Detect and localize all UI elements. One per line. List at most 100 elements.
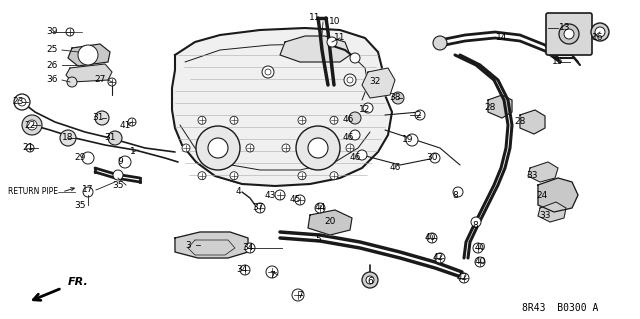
Text: 30: 30: [426, 153, 438, 162]
Circle shape: [83, 187, 93, 197]
Text: 40: 40: [474, 257, 486, 266]
Circle shape: [415, 110, 425, 120]
Text: 16: 16: [592, 33, 604, 42]
Circle shape: [350, 130, 360, 140]
Circle shape: [330, 116, 338, 124]
Text: 40: 40: [424, 234, 436, 242]
Circle shape: [255, 203, 265, 213]
Polygon shape: [308, 210, 352, 235]
Text: 27: 27: [94, 76, 106, 85]
Text: 7: 7: [297, 291, 303, 300]
Circle shape: [344, 74, 356, 86]
Text: 34: 34: [243, 243, 253, 253]
Text: 5: 5: [315, 235, 321, 244]
Text: 9: 9: [117, 158, 123, 167]
Text: 19: 19: [403, 136, 413, 145]
Circle shape: [262, 66, 274, 78]
Circle shape: [330, 172, 338, 180]
Circle shape: [182, 144, 190, 152]
Text: 43: 43: [264, 190, 276, 199]
Text: 44: 44: [314, 204, 326, 212]
Circle shape: [362, 272, 378, 288]
Circle shape: [315, 203, 325, 213]
Circle shape: [347, 77, 353, 83]
Text: 11: 11: [334, 33, 346, 42]
Text: 1: 1: [130, 147, 136, 157]
Text: 6: 6: [367, 278, 373, 286]
Text: 41: 41: [119, 121, 131, 130]
Text: 37: 37: [252, 204, 264, 212]
Circle shape: [346, 144, 354, 152]
Circle shape: [564, 29, 574, 39]
Circle shape: [433, 36, 447, 50]
Text: 28: 28: [515, 117, 525, 127]
Circle shape: [459, 273, 469, 283]
Polygon shape: [66, 64, 112, 82]
Circle shape: [282, 144, 290, 152]
Circle shape: [266, 266, 278, 278]
Text: 23: 23: [12, 98, 24, 107]
Text: 29: 29: [74, 153, 86, 162]
Circle shape: [208, 138, 228, 158]
Circle shape: [119, 156, 131, 168]
Circle shape: [453, 187, 463, 197]
Circle shape: [473, 243, 483, 253]
Text: 25: 25: [46, 46, 58, 55]
Circle shape: [296, 126, 340, 170]
Text: 39: 39: [46, 27, 58, 36]
Text: 31: 31: [92, 114, 104, 122]
Text: 4: 4: [235, 188, 241, 197]
Text: 35: 35: [74, 201, 86, 210]
Circle shape: [265, 69, 271, 75]
Text: 46: 46: [342, 133, 354, 143]
Text: 24: 24: [536, 190, 548, 199]
Circle shape: [471, 217, 481, 227]
Polygon shape: [488, 95, 512, 118]
Circle shape: [295, 195, 305, 205]
Circle shape: [27, 120, 37, 130]
Circle shape: [198, 172, 206, 180]
Text: 46: 46: [389, 164, 401, 173]
Circle shape: [275, 190, 285, 200]
Circle shape: [14, 94, 30, 110]
Circle shape: [308, 138, 328, 158]
Text: 8: 8: [472, 220, 478, 229]
Circle shape: [128, 118, 136, 126]
Polygon shape: [362, 68, 395, 98]
Polygon shape: [520, 110, 545, 134]
Circle shape: [60, 130, 76, 146]
Circle shape: [349, 112, 361, 124]
Text: FR.: FR.: [68, 277, 89, 287]
Circle shape: [366, 276, 374, 284]
Circle shape: [392, 92, 404, 104]
Text: 18: 18: [62, 133, 74, 143]
Circle shape: [22, 115, 42, 135]
Polygon shape: [280, 36, 350, 62]
Circle shape: [298, 116, 306, 124]
Text: 10: 10: [329, 18, 340, 26]
Circle shape: [591, 23, 609, 41]
Circle shape: [427, 233, 437, 243]
Text: 33: 33: [540, 211, 551, 219]
Circle shape: [245, 243, 255, 253]
Circle shape: [113, 170, 123, 180]
Circle shape: [595, 27, 605, 37]
Polygon shape: [68, 44, 110, 66]
Text: 12: 12: [359, 106, 371, 115]
Text: 46: 46: [342, 115, 354, 124]
Circle shape: [475, 257, 485, 267]
Text: 20: 20: [324, 218, 336, 226]
Text: 45: 45: [289, 196, 301, 204]
Circle shape: [196, 126, 240, 170]
Polygon shape: [172, 28, 392, 186]
Circle shape: [18, 98, 26, 106]
Circle shape: [246, 144, 254, 152]
Circle shape: [67, 77, 77, 87]
Text: 8R43  B0300 A: 8R43 B0300 A: [522, 303, 598, 313]
Text: 40: 40: [474, 243, 486, 253]
Polygon shape: [538, 202, 566, 222]
Text: 11: 11: [309, 13, 321, 23]
Text: 17: 17: [83, 186, 93, 195]
Circle shape: [430, 153, 440, 163]
Text: 15: 15: [552, 57, 564, 66]
